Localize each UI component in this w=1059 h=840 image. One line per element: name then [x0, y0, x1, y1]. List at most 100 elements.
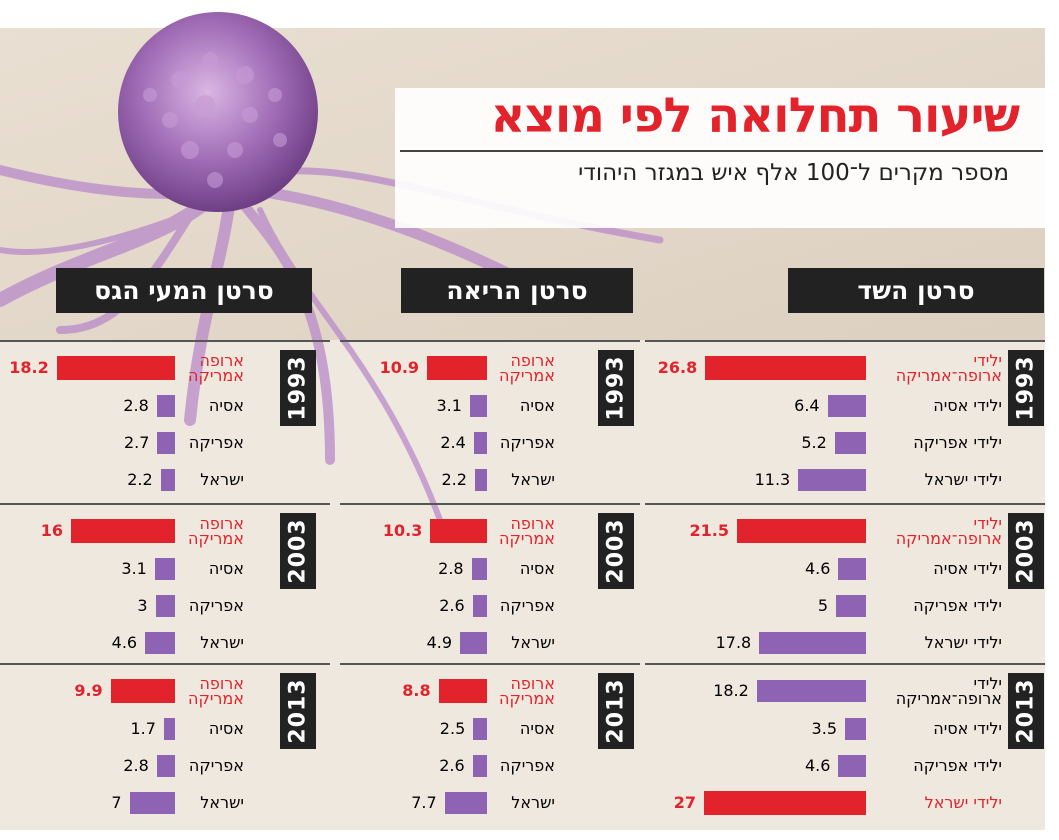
panel-separator: [0, 340, 330, 342]
bar-colon: [145, 632, 175, 654]
bar-colon: [56, 356, 175, 380]
bar-lung: [427, 356, 487, 380]
bar-breast: [759, 632, 866, 654]
year-label: 2003: [598, 513, 634, 589]
data-label: 2.8: [123, 756, 149, 775]
category-label: אפריקה: [188, 433, 244, 452]
year-text: 1993: [285, 355, 311, 421]
bar-colon: [163, 718, 175, 740]
year-label: 2013: [280, 673, 316, 749]
page-subtitle: מספר מקרים ל־100 אלף איש במגזר היהודי: [578, 160, 1009, 186]
bar-lung: [444, 792, 487, 814]
bar-breast: [756, 680, 866, 702]
category-label: ילידי ישראל: [924, 793, 1002, 812]
bar-breast: [836, 595, 866, 617]
bar-colon: [71, 519, 175, 543]
bar-lung: [474, 469, 487, 491]
year-label: 1993: [1008, 350, 1044, 426]
data-label: 3.1: [121, 559, 147, 578]
category-label: אפריקה: [499, 433, 555, 452]
category-label: אפריקה: [499, 756, 555, 775]
bar-colon: [129, 792, 175, 814]
category-label: ישראל: [200, 470, 244, 489]
bar-breast: [827, 395, 866, 417]
data-label: 8.8: [402, 681, 431, 700]
category-label: אסיה: [208, 559, 244, 578]
chart-title-colon: סרטן המעי הגס: [56, 268, 312, 313]
category-label: אסיה: [519, 719, 555, 738]
data-label: 2.8: [123, 396, 149, 415]
year-label: 2013: [598, 673, 634, 749]
category-label: ארופה אמריקה: [188, 351, 244, 385]
year-text: 2013: [1013, 678, 1039, 744]
panel-separator: [0, 663, 330, 665]
category-label: ארופה אמריקה: [499, 514, 555, 548]
data-label: 11.3: [754, 470, 791, 489]
bar-colon: [154, 558, 175, 580]
bar-breast: [834, 432, 866, 454]
panel-separator: [645, 663, 1045, 665]
chart-title-lung: סרטן הריאה: [401, 268, 633, 313]
data-label: 17.8: [715, 633, 752, 652]
year-text: 2003: [603, 518, 629, 584]
category-label: ישראל: [200, 633, 244, 652]
category-label: אסיה: [519, 559, 555, 578]
year-text: 2003: [1013, 518, 1039, 584]
bar-breast: [705, 356, 866, 380]
panel-separator: [340, 663, 640, 665]
data-label: 7.7: [411, 793, 437, 812]
title-divider: [400, 150, 1043, 152]
category-label: ילידי אפריקה: [913, 433, 1002, 452]
bar-colon: [155, 595, 175, 617]
category-label: אפריקה: [188, 596, 244, 615]
panel-separator: [340, 503, 640, 505]
category-label: ישראל: [511, 793, 555, 812]
year-text: 1993: [1013, 355, 1039, 421]
category-label: ישראל: [200, 793, 244, 812]
bar-colon: [156, 395, 175, 417]
category-label: ארופה אמריקה: [188, 514, 244, 548]
data-label: 27: [673, 793, 696, 812]
data-label: 3.1: [436, 396, 462, 415]
bar-breast: [838, 558, 866, 580]
category-label: ילידי ישראל: [924, 633, 1002, 652]
category-label: ילידי ישראל: [924, 470, 1002, 489]
data-label: 10.3: [382, 521, 423, 540]
panel-separator: [645, 340, 1045, 342]
data-label: 2.2: [441, 470, 467, 489]
category-label: ילידי אסיה: [933, 719, 1002, 738]
data-label: 2.5: [439, 719, 466, 738]
category-label: ילידי ארופה־אמריקה: [895, 674, 1002, 708]
data-label: 1.7: [130, 719, 156, 738]
data-label: 18.2: [713, 681, 749, 700]
bar-lung: [469, 395, 487, 417]
bar-breast: [737, 519, 866, 543]
data-label: 6.4: [794, 396, 820, 415]
year-label: 1993: [598, 350, 634, 426]
data-label: 4.6: [804, 756, 831, 775]
data-label: 3.5: [811, 719, 837, 738]
bar-colon: [157, 432, 175, 454]
bar-lung: [473, 432, 487, 454]
year-text: 2003: [285, 518, 311, 584]
bar-breast: [838, 755, 866, 777]
chart-title-breast: סרטן השד: [788, 268, 1044, 313]
category-label: ילידי אפריקה: [913, 756, 1002, 775]
bar-lung: [472, 755, 487, 777]
year-text: 2013: [603, 678, 629, 744]
page-title: שיעור תחלואה לפי מוצא: [490, 88, 1020, 144]
data-label: 26.8: [657, 358, 698, 377]
data-label: 4.9: [426, 633, 453, 652]
category-label: ילידי ארופה־אמריקה: [895, 351, 1002, 385]
bar-lung: [472, 595, 487, 617]
year-label: 1993: [280, 350, 316, 426]
category-label: ילידי אפריקה: [913, 596, 1002, 615]
bar-lung: [460, 632, 487, 654]
panel-separator: [645, 503, 1045, 505]
bar-lung: [471, 558, 487, 580]
year-text: 2013: [285, 678, 311, 744]
category-label: ארופה אמריקה: [188, 674, 244, 708]
category-label: אסיה: [519, 396, 555, 415]
data-label: 9.9: [74, 681, 103, 700]
data-label: 2.8: [438, 559, 464, 578]
